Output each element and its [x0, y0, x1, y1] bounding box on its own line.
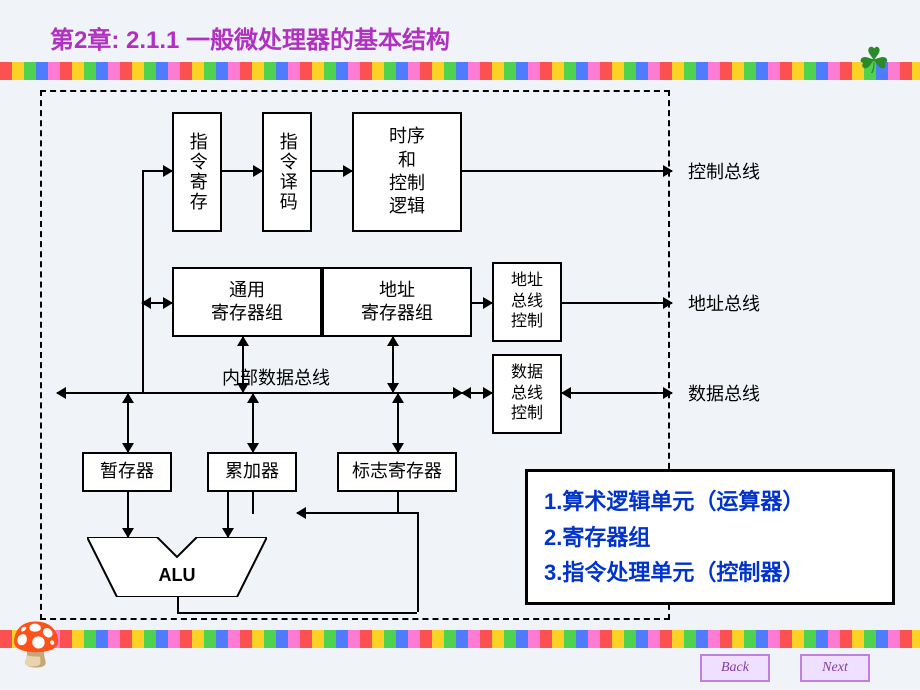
label-data-bus: 数据总线	[688, 380, 760, 406]
arrow-ar-bus	[392, 337, 394, 392]
alu-label: ALU	[87, 565, 267, 586]
next-button[interactable]: Next	[800, 654, 870, 682]
box-abus-ctrl: 地址 总线 控制	[492, 262, 562, 342]
box-temp: 暂存器	[82, 452, 172, 492]
box-flags: 标志寄存器	[337, 452, 457, 492]
line-left-bus	[142, 304, 144, 392]
line-flags-down	[397, 492, 399, 514]
arrow-abusctrl-out	[562, 302, 672, 304]
line-alu-up	[417, 512, 419, 612]
box-acc: 累加器	[207, 452, 297, 492]
box-gpr: 通用 寄存器组	[172, 267, 322, 337]
arrow-timing-ctrlbus	[462, 170, 672, 172]
arrow-left-gpr	[142, 302, 172, 304]
legend-box: 1.算术逻辑单元（运算器） 2.寄存器组 3.指令处理单元（控制器）	[525, 469, 895, 605]
line-flags-conn	[397, 512, 417, 514]
box-ar: 地址 寄存器组	[322, 267, 472, 337]
arrow-bus-dbusctrl	[462, 392, 492, 394]
legend-line-3: 3.指令处理单元（控制器）	[544, 555, 876, 590]
legend-line-2: 2.寄存器组	[544, 520, 876, 555]
line-left-vert	[142, 170, 144, 304]
line-acc-horiz	[252, 492, 254, 514]
arrow-left-ir	[142, 170, 172, 172]
decor-bar-bottom	[0, 630, 920, 648]
arrow-ar-abusctrl	[472, 302, 492, 304]
page-title: 第2章: 2.1.1 一般微处理器的基本结构	[50, 20, 450, 55]
box-dbus-ctrl: 数据 总线 控制	[492, 354, 562, 434]
label-addr-bus: 地址总线	[688, 290, 760, 316]
arrow-temp-bus	[127, 394, 129, 452]
arrow-dbusctrl-out	[562, 392, 672, 394]
back-button[interactable]: Back	[700, 654, 770, 682]
clover-icon: ☘	[858, 40, 890, 82]
box-timing: 时序 和 控制 逻辑	[352, 112, 462, 232]
arrow-gpr-bus	[242, 337, 244, 392]
line-alu-down	[177, 597, 179, 612]
arrow-ir-decode	[222, 170, 262, 172]
alu-shape: ALU	[87, 537, 267, 597]
box-ir: 指令寄存	[172, 112, 222, 232]
legend-line-1: 1.算术逻辑单元（运算器）	[544, 484, 876, 519]
arrow-acc-bus	[252, 394, 254, 452]
arrow-flags-bus	[397, 394, 399, 452]
box-decode: 指令译码	[262, 112, 312, 232]
mushroom-icon: 🍄	[10, 621, 62, 670]
label-ctrl-bus: 控制总线	[688, 158, 760, 184]
arrow-decode-timing	[312, 170, 352, 172]
arrow-temp-alu	[127, 492, 129, 537]
arrow-acc-alu	[227, 492, 229, 537]
line-alu-right1	[177, 612, 417, 614]
decor-bar-top	[0, 62, 920, 80]
